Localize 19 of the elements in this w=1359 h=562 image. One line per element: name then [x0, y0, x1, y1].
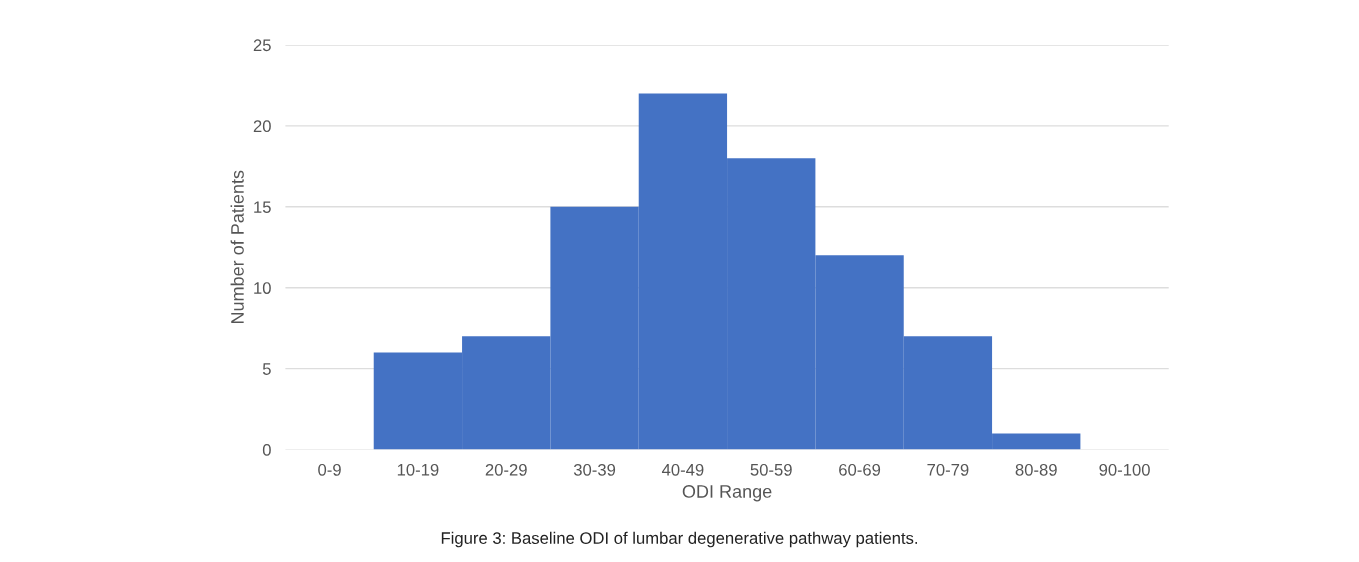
- y-tick-label: 20: [253, 120, 271, 133]
- x-tick-label: 70-79: [927, 463, 969, 476]
- x-tick-label: 80-89: [1015, 463, 1057, 476]
- y-tick-label: 5: [262, 363, 271, 375]
- x-tick-label: 30-39: [573, 463, 616, 476]
- y-tick-label: 15: [254, 201, 271, 214]
- x-tick-label: 40-49: [661, 463, 704, 476]
- x-tick-label: 0-9: [318, 463, 341, 476]
- y-axis-title: Number of Patients: [230, 170, 244, 324]
- caption: Figure 3: Baseline ODI of lumbar degenerative pathway patients.: [441, 531, 918, 548]
- x-axis-title: ODI Range: [682, 485, 772, 502]
- x-tick-label: 60-69: [839, 463, 881, 476]
- x-tick-label: 10-19: [397, 463, 439, 476]
- y-tick-label: 25: [253, 39, 271, 52]
- y-tick-label: 10: [254, 282, 271, 294]
- x-tick-label: 50-59: [750, 463, 792, 476]
- y-tick-label: 0: [262, 444, 271, 456]
- x-tick-label: 90-100: [1099, 463, 1150, 476]
- x-tick-label: 20-29: [485, 463, 527, 476]
